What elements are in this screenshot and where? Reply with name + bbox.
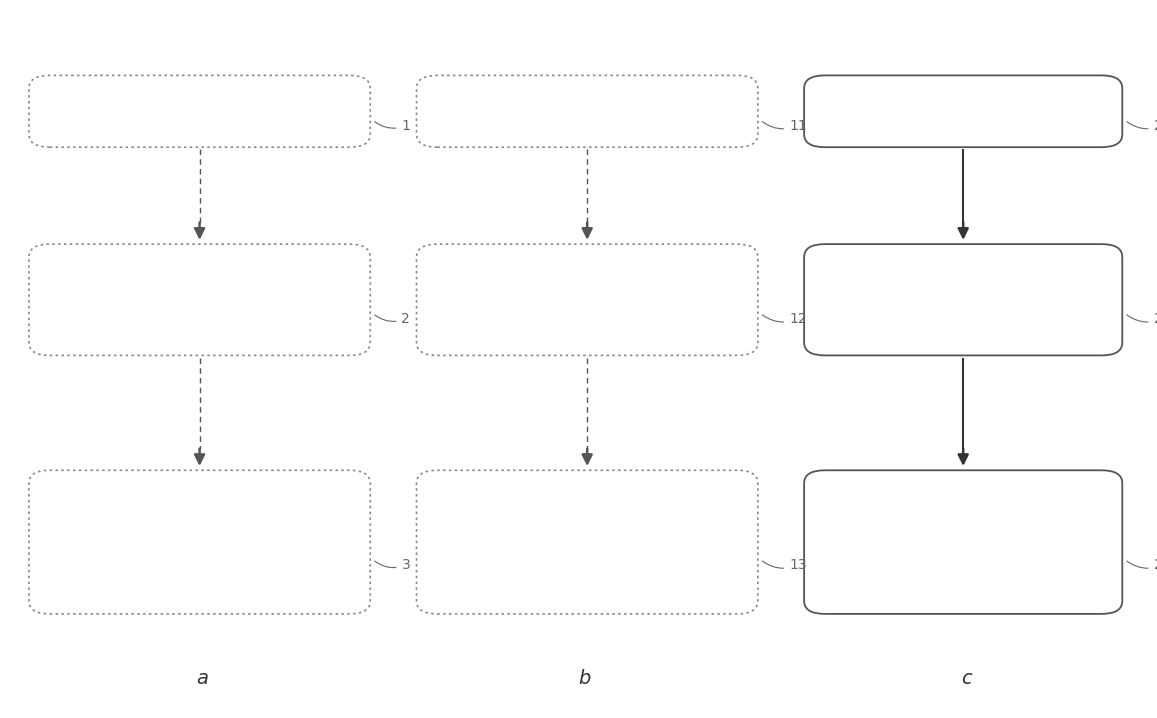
Text: 22: 22 bbox=[1127, 312, 1157, 326]
FancyBboxPatch shape bbox=[417, 75, 758, 147]
Text: 13: 13 bbox=[762, 558, 806, 572]
Text: b: b bbox=[578, 669, 590, 688]
FancyBboxPatch shape bbox=[417, 244, 758, 355]
FancyBboxPatch shape bbox=[804, 75, 1122, 147]
Text: 2: 2 bbox=[375, 312, 411, 326]
FancyBboxPatch shape bbox=[804, 470, 1122, 614]
Text: 3: 3 bbox=[375, 558, 411, 572]
FancyBboxPatch shape bbox=[29, 470, 370, 614]
Text: a: a bbox=[197, 669, 208, 688]
FancyBboxPatch shape bbox=[804, 244, 1122, 355]
Text: c: c bbox=[960, 669, 972, 688]
FancyBboxPatch shape bbox=[29, 75, 370, 147]
FancyBboxPatch shape bbox=[417, 470, 758, 614]
Text: 11: 11 bbox=[762, 118, 806, 133]
Text: 23: 23 bbox=[1127, 558, 1157, 572]
FancyBboxPatch shape bbox=[29, 244, 370, 355]
Text: 12: 12 bbox=[762, 312, 806, 326]
Text: 21: 21 bbox=[1127, 118, 1157, 133]
Text: 1: 1 bbox=[375, 118, 411, 133]
